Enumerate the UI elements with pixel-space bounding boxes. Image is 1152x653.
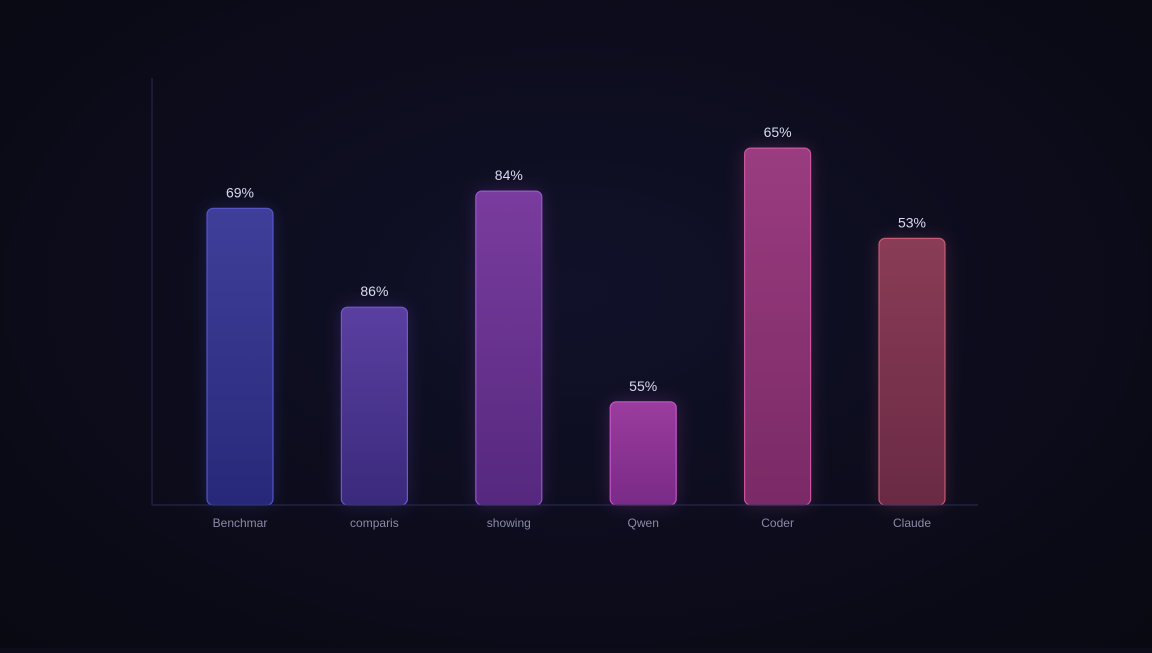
x-tick-label: comparis (350, 516, 399, 530)
x-tick-label: showing (487, 516, 531, 530)
data-label: 84% (495, 167, 523, 183)
x-tick-label: Qwen (628, 516, 659, 530)
axis-layer (151, 78, 978, 506)
labels-layer: 69% Benchmar 86% comparis 84% showing 55% Qwen 6… (213, 124, 932, 530)
bar-claude (878, 237, 946, 506)
data-label: 69% (226, 184, 254, 200)
x-tick-label: Benchmar (213, 516, 268, 530)
x-tick-label: Claude (893, 516, 931, 530)
data-label: 53% (898, 214, 926, 230)
bar-qwen (609, 401, 677, 506)
bar-benchmar (206, 207, 274, 506)
bar-coder (743, 147, 812, 506)
data-label: 55% (629, 378, 657, 394)
data-label: 65% (764, 124, 792, 140)
bar-showing (475, 190, 543, 506)
data-label: 86% (360, 283, 388, 299)
bars-layer (206, 147, 946, 506)
bar-comparis (340, 306, 408, 506)
x-tick-label: Coder (761, 516, 794, 530)
